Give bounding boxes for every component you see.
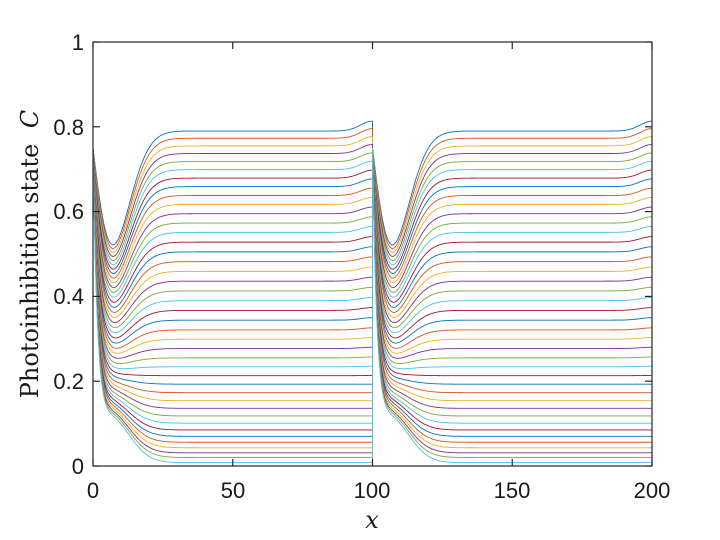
x-tick-label-200: 200: [634, 478, 671, 503]
series-line-4: [92, 144, 653, 257]
series-line-3: [92, 136, 653, 253]
x-tick-label-0: 0: [87, 478, 99, 503]
y-tick-label-1: 1: [72, 30, 84, 55]
x-tick-label-100: 100: [354, 478, 391, 503]
series-layer: [92, 120, 653, 464]
y-tick-label-0: 0: [72, 454, 84, 479]
x-tick-label-150: 150: [494, 478, 531, 503]
y-axis-label-symbol: C: [16, 110, 44, 128]
y-tick-label-0.4: 0.4: [53, 284, 84, 309]
y-tick-label-0.8: 0.8: [53, 115, 84, 140]
series-line-41: [92, 147, 652, 464]
y-tick-label-0.2: 0.2: [53, 369, 84, 394]
y-tick-label-0.6: 0.6: [53, 199, 84, 224]
y-axis-label: Photoinhibition state C: [16, 110, 44, 398]
y-axis-label-text: Photoinhibition state: [16, 144, 44, 398]
x-axis-label: x: [365, 506, 379, 534]
x-tick-label-50: 50: [221, 478, 245, 503]
ticks-layer: [92, 41, 653, 467]
